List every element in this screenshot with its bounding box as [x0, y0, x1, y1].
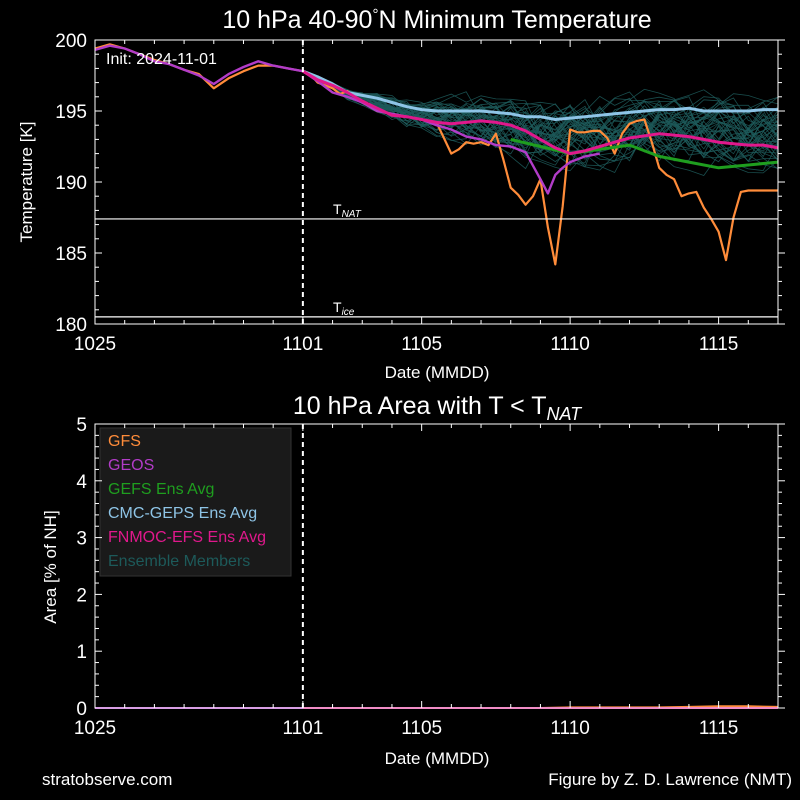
temperature-x-axis-label: Date (MMDD) [385, 363, 490, 382]
ensemble-member-lines [302, 70, 779, 176]
ensemble-member-line [302, 70, 779, 167]
y-tick-label: 2 [76, 585, 87, 606]
x-tick-label: 1105 [401, 718, 442, 739]
temperature-y-axis-label: Temperature [K] [17, 122, 36, 243]
legend-entry-cmc-geps-ens-avg: CMC-GEPS Ens Avg [108, 505, 257, 522]
x-tick-label: 1115 [699, 334, 738, 355]
ensemble-member-line [302, 70, 779, 169]
series-line-cmc-geps-ens-avg [302, 69, 778, 121]
ensemble-member-line [302, 70, 779, 158]
ensemble-member-line [302, 70, 779, 149]
temperature-panel: 10 hPa 40-90°N Minimum Temperature TNATT… [17, 6, 785, 382]
x-tick-label: 1115 [699, 718, 738, 739]
init-label: Init: 2024-11-01 [106, 51, 217, 68]
area-axis-ticks: 1025 1101 1105 1110 1115 0 1 2 3 4 5 [74, 415, 785, 739]
y-tick-label: 180 [55, 315, 87, 336]
legend-entry-gfs: GFS [108, 433, 141, 450]
x-tick-label: 1105 [401, 334, 442, 355]
temperature-series-lines [94, 43, 779, 266]
x-tick-label: 1025 [74, 334, 116, 355]
y-tick-label: 185 [55, 244, 87, 265]
threshold-label-nat: TNAT [333, 201, 362, 220]
legend-entry-ensemble-members: Ensemble Members [108, 553, 250, 570]
y-tick-label: 200 [55, 31, 87, 52]
y-tick-label: 1 [76, 642, 87, 663]
x-tick-label: 1025 [74, 718, 116, 739]
legend-entry-geos: GEOS [108, 457, 154, 474]
area-chart-title: 10 hPa Area with T < TNAT [293, 392, 583, 424]
y-tick-label: 190 [55, 173, 87, 194]
footer-source: stratobserve.com [42, 770, 173, 789]
series-line-fnmoc-efs-ens-avg [302, 69, 779, 156]
temperature-axis-ticks: 1025 1101 1105 1110 1115 180 185 190 195 200 [55, 31, 785, 355]
ensemble-member-line [302, 70, 779, 158]
x-tick-label: 1110 [550, 718, 589, 739]
threshold-label-ice: Tice [333, 299, 355, 318]
area-panel: 10 hPa Area with T < TNAT GFS GEOS GEFS En… [41, 392, 785, 768]
threshold-lines: TNAT Tice [95, 201, 778, 318]
area-y-axis-label: Area [% of NH] [41, 510, 60, 623]
ensemble-member-line [302, 70, 779, 163]
ensemble-member-line [302, 70, 779, 160]
x-tick-label: 1101 [282, 334, 323, 355]
y-tick-label: 5 [76, 415, 87, 436]
y-tick-label: 195 [55, 102, 87, 123]
x-tick-label: 1101 [282, 718, 323, 739]
y-tick-label: 4 [76, 472, 87, 493]
y-tick-label: 3 [76, 529, 87, 550]
ensemble-member-line [302, 70, 779, 155]
x-tick-label: 1110 [550, 334, 589, 355]
legend: GFS GEOS GEFS Ens Avg CMC-GEPS Ens Avg FNMOC… [99, 427, 292, 577]
legend-entry-gefs-ens-avg: GEFS Ens Avg [108, 481, 214, 498]
y-tick-label: 0 [76, 699, 87, 720]
legend-entry-fnmoc-efs-ens-avg: FNMOC-EFS Ens Avg [108, 529, 266, 546]
temperature-chart-title: 10 hPa 40-90°N Minimum Temperature [222, 6, 651, 34]
area-plot-frame [94, 423, 779, 709]
area-x-axis-label: Date (MMDD) [385, 749, 490, 768]
footer-credit: Figure by Z. D. Lawrence (NMT) [548, 770, 792, 789]
legend-box [99, 427, 292, 577]
ensemble-member-line [302, 70, 779, 152]
series-line-gfs [94, 43, 778, 266]
series-line-gefs-ens-avg [510, 137, 779, 170]
